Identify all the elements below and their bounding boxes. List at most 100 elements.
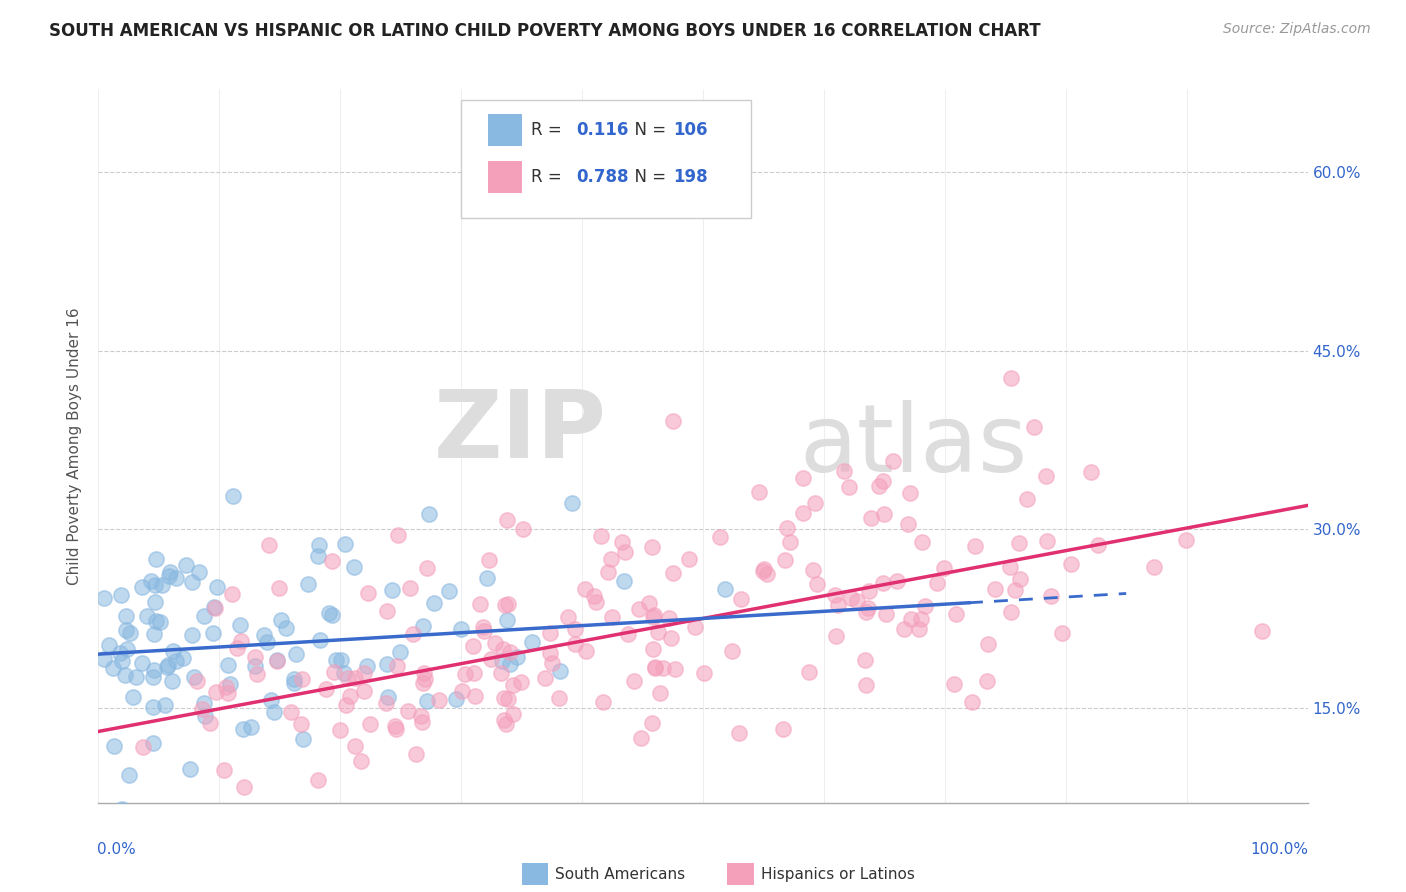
Point bbox=[468, 597, 491, 611]
Point bbox=[1052, 625, 1074, 640]
Point bbox=[495, 717, 517, 731]
Point bbox=[512, 522, 534, 536]
Point bbox=[172, 651, 194, 665]
Point bbox=[356, 586, 378, 600]
Point bbox=[333, 665, 356, 680]
Point bbox=[965, 540, 987, 554]
Point bbox=[423, 596, 446, 610]
Point bbox=[858, 583, 880, 598]
Point bbox=[592, 695, 614, 709]
Point bbox=[415, 694, 437, 708]
Point bbox=[806, 576, 828, 591]
Point bbox=[267, 581, 290, 595]
Point bbox=[115, 609, 138, 624]
Point bbox=[450, 622, 472, 636]
Point bbox=[1035, 469, 1057, 483]
Point bbox=[111, 654, 134, 668]
Point bbox=[143, 663, 166, 677]
Point bbox=[1080, 465, 1102, 479]
Point bbox=[149, 615, 172, 630]
Point bbox=[494, 690, 516, 705]
Point bbox=[307, 772, 329, 787]
Point bbox=[898, 486, 921, 500]
Point bbox=[752, 564, 775, 578]
Point bbox=[110, 588, 132, 602]
Point bbox=[412, 675, 434, 690]
Point bbox=[375, 657, 398, 671]
Point bbox=[329, 723, 352, 738]
Point bbox=[231, 722, 253, 736]
Point bbox=[353, 666, 375, 681]
Point bbox=[643, 642, 665, 657]
Point bbox=[855, 606, 877, 620]
Text: 100.0%: 100.0% bbox=[1251, 842, 1309, 857]
Point bbox=[475, 571, 498, 585]
Point bbox=[484, 636, 506, 650]
Point bbox=[855, 678, 877, 692]
Point bbox=[111, 802, 134, 816]
Point bbox=[1024, 420, 1046, 434]
Point bbox=[208, 807, 231, 822]
Point bbox=[283, 676, 305, 690]
FancyBboxPatch shape bbox=[461, 100, 751, 218]
Point bbox=[779, 535, 801, 549]
Point bbox=[934, 561, 956, 575]
Point bbox=[846, 593, 869, 607]
Point bbox=[797, 665, 820, 680]
Point bbox=[114, 668, 136, 682]
Point bbox=[142, 736, 165, 750]
Point bbox=[499, 657, 522, 671]
Point bbox=[181, 627, 204, 641]
Point bbox=[165, 654, 187, 668]
Point bbox=[205, 580, 228, 594]
Text: R =: R = bbox=[531, 121, 567, 139]
Point bbox=[229, 634, 252, 648]
Point bbox=[647, 624, 669, 639]
Text: 106: 106 bbox=[672, 121, 707, 139]
Point bbox=[350, 754, 373, 768]
Point bbox=[643, 608, 665, 623]
Point bbox=[243, 650, 266, 665]
Point bbox=[945, 607, 967, 621]
Point bbox=[221, 587, 243, 601]
Point bbox=[335, 537, 357, 551]
Point bbox=[325, 653, 347, 667]
Point bbox=[143, 577, 166, 591]
Point bbox=[713, 582, 735, 596]
Point bbox=[538, 626, 561, 640]
Point bbox=[218, 677, 240, 691]
Point bbox=[720, 644, 742, 658]
Point bbox=[117, 642, 139, 657]
Point bbox=[188, 565, 211, 579]
Point bbox=[453, 667, 475, 681]
Point bbox=[976, 637, 998, 651]
Point bbox=[232, 780, 254, 794]
Point bbox=[664, 662, 686, 676]
Point bbox=[792, 471, 814, 485]
Point bbox=[307, 549, 329, 563]
Point bbox=[145, 594, 167, 608]
Point bbox=[385, 658, 408, 673]
Point bbox=[860, 511, 883, 525]
Point bbox=[291, 672, 314, 686]
Point bbox=[911, 535, 934, 549]
Point bbox=[648, 686, 671, 700]
Point bbox=[94, 807, 117, 822]
Point bbox=[243, 659, 266, 673]
Text: R =: R = bbox=[531, 168, 567, 186]
Point bbox=[145, 614, 167, 628]
Point bbox=[179, 762, 201, 776]
Point bbox=[612, 534, 634, 549]
Point bbox=[103, 739, 125, 753]
Point bbox=[659, 631, 682, 645]
Point bbox=[186, 673, 208, 688]
Point bbox=[574, 582, 596, 597]
Point bbox=[329, 653, 352, 667]
Point bbox=[335, 698, 357, 712]
Point bbox=[356, 658, 378, 673]
Point bbox=[247, 807, 270, 822]
Point bbox=[564, 637, 586, 651]
Point bbox=[280, 705, 302, 719]
Point bbox=[638, 596, 661, 610]
Point bbox=[872, 575, 894, 590]
